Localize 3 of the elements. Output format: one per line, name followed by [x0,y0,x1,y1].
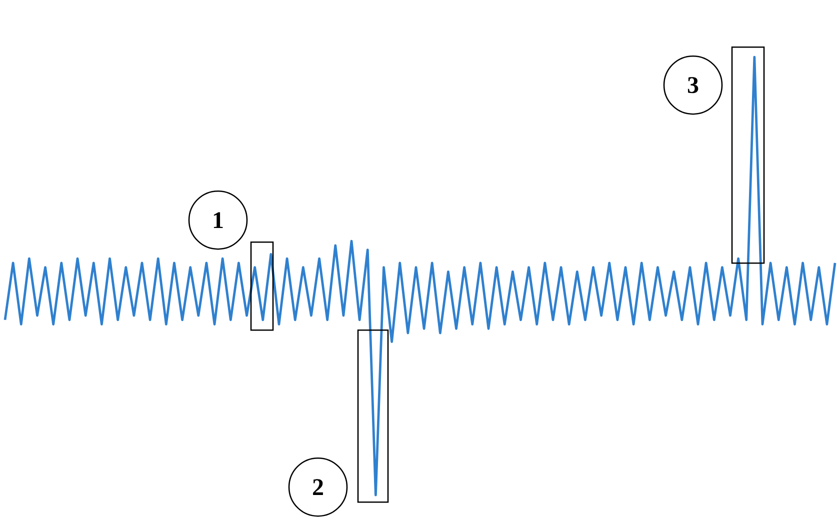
annotation: 3 [688,77,698,94]
annotation: 2 [313,479,323,496]
annotation: 1 [214,212,223,228]
